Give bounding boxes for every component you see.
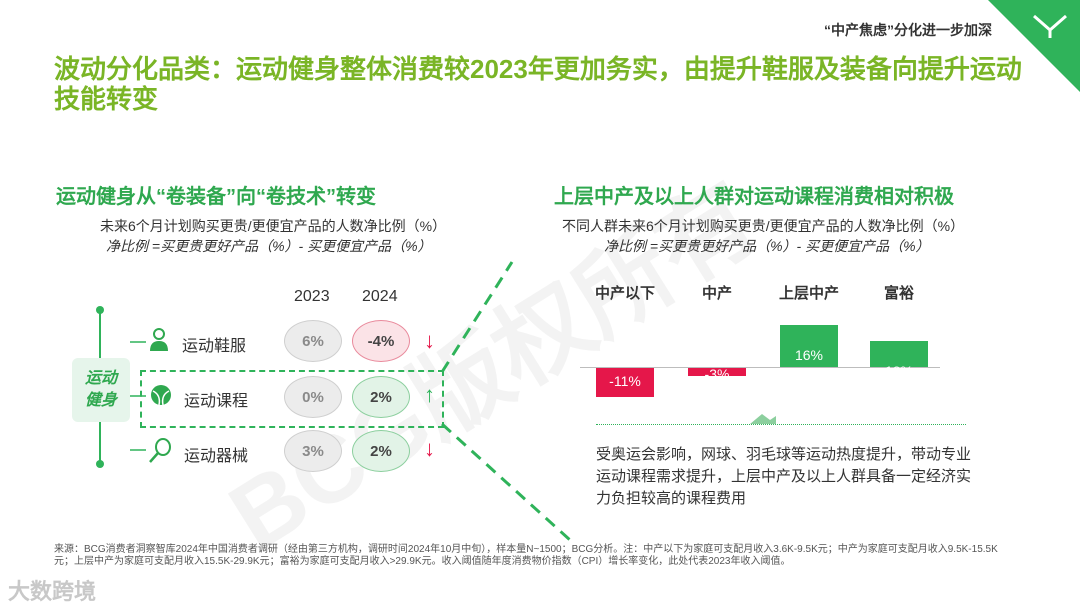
highlight-box bbox=[140, 370, 444, 428]
divider bbox=[596, 424, 966, 425]
ball-icon bbox=[151, 385, 171, 406]
row-label-course: 运动课程 bbox=[184, 393, 249, 410]
right-section-title: 上层中产及以上人群对运动课程消费相对积极 bbox=[554, 186, 954, 208]
source-note: 来源：BCG消费者洞察智库2024年中国消费者调研（经由第三方机构，调研时间20… bbox=[54, 544, 998, 567]
value-2024-equipment: 2% bbox=[352, 430, 410, 472]
trend-down-icon: ↓ bbox=[424, 328, 435, 353]
category-label: 富裕 bbox=[883, 285, 914, 302]
bar-chart: -11% 中产以下 -3% 中产 16% 上层中产 10% 富裕 bbox=[580, 270, 940, 420]
bar-value-label: 16% bbox=[794, 347, 824, 364]
row-label-shoes: 运动鞋服 bbox=[182, 338, 247, 355]
year-2024-label: 2024 bbox=[362, 288, 398, 305]
category-label: 上层中产 bbox=[778, 285, 839, 302]
zoom-lines bbox=[440, 261, 572, 542]
bar-3 bbox=[780, 325, 838, 367]
group-label-line1: 运动 bbox=[84, 370, 117, 387]
bar-1 bbox=[596, 368, 654, 397]
right-subtitle: 不同人群未来6个月计划购买更贵/更便宜产品的人数净比例（%） bbox=[562, 218, 965, 234]
racket-icon bbox=[149, 438, 171, 463]
left-formula: 净比例 =买更贵更好产品（%）- 买更便宜产品（%） bbox=[106, 238, 432, 254]
value-2023-shoes: 6% bbox=[284, 320, 342, 362]
value-2023-equipment: 3% bbox=[284, 430, 342, 472]
arrow-decoration-icon bbox=[750, 414, 776, 424]
group-label: 运动 健身 bbox=[72, 358, 130, 422]
group-label-line2: 健身 bbox=[84, 392, 117, 409]
page-title: 波动分化品类：运动健身整体消费较2023年更加务实，由提升鞋服及装备向提升运动技… bbox=[54, 54, 1022, 114]
chart-baseline bbox=[580, 367, 940, 368]
category-label: 中产 bbox=[701, 285, 732, 302]
row-label-equipment: 运动器械 bbox=[184, 448, 249, 465]
logo-arrow-icon bbox=[1033, 14, 1067, 38]
insight-note: 受奥运会影响，网球、羽毛球等运动热度提升，带动专业运动课程需求提升，上层中产及以… bbox=[596, 446, 972, 507]
value-2024-course: 2% bbox=[352, 376, 410, 418]
bar-4 bbox=[870, 341, 928, 367]
value-2023-course: 0% bbox=[284, 376, 342, 418]
category-label: 中产以下 bbox=[594, 285, 655, 302]
trend-down-icon: ↓ bbox=[424, 436, 435, 461]
header-tag: “中产焦虑”分化进一步加深 bbox=[824, 22, 992, 38]
left-subtitle: 未来6个月计划购买更贵/更便宜产品的人数净比例（%） bbox=[100, 218, 447, 234]
person-icon bbox=[150, 328, 168, 351]
bar-value-label: -11% bbox=[609, 373, 641, 390]
bar-2 bbox=[688, 368, 746, 376]
left-section-title: 运动健身从“卷装备”向“卷技术”转变 bbox=[56, 186, 376, 208]
bar-value-label: -3% bbox=[704, 366, 730, 382]
year-2023-label: 2023 bbox=[294, 288, 330, 305]
trend-up-icon: ↑ bbox=[424, 382, 435, 407]
right-formula: 净比例 =买更贵更好产品（%）- 买更便宜产品（%） bbox=[604, 238, 930, 254]
bar-value-label: 10% bbox=[884, 363, 914, 379]
brand-logo: 大数跨境 bbox=[8, 579, 97, 604]
value-2024-shoes: -4% bbox=[352, 320, 410, 362]
row-connectors bbox=[130, 341, 146, 451]
